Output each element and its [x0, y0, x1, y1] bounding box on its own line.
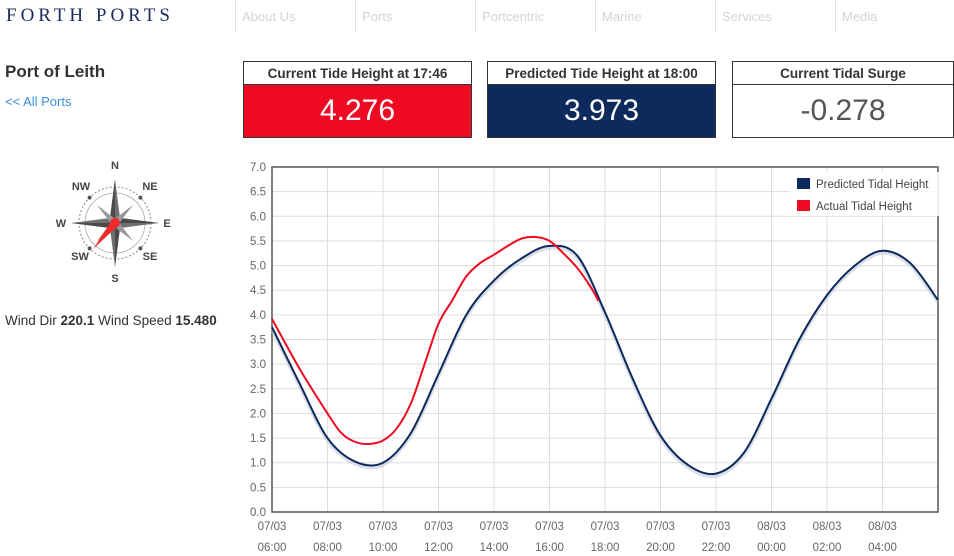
x-tick-date: 07/03 — [369, 521, 398, 533]
main-nav: About Us Ports Portcentric Marine Servic… — [235, 0, 954, 32]
x-tick-date: 07/03 — [424, 521, 453, 533]
tidal-surge-label: Current Tidal Surge — [733, 62, 953, 85]
compass-dot-nw — [87, 195, 92, 200]
y-tick-label: 2.0 — [250, 408, 266, 420]
x-tick-time: 02:00 — [813, 542, 842, 554]
x-tick-time: 22:00 — [702, 542, 731, 554]
x-tick-date: 08/03 — [868, 521, 897, 533]
all-ports-link[interactable]: << All Ports — [5, 94, 72, 109]
wind-speed-value: 15.480 — [175, 313, 217, 328]
compass-rose-shade-s — [115, 223, 120, 267]
nav-about-us[interactable]: About Us — [235, 0, 355, 32]
y-tick-label: 1.0 — [250, 458, 266, 470]
tidal-surge-box: Current Tidal Surge -0.278 — [732, 61, 954, 138]
compass-dot-ne — [138, 195, 143, 200]
current-tide-label: Current Tide Height at 17:46 — [244, 62, 471, 85]
x-tick-date: 07/03 — [646, 521, 675, 533]
x-tick-date: 07/03 — [702, 521, 731, 533]
wind-arrow-hub — [110, 218, 120, 228]
y-tick-label: 5.0 — [250, 261, 266, 273]
y-tick-label: 6.5 — [250, 187, 266, 199]
wind-direction-arrow — [93, 218, 120, 250]
wind-dir-value: 220.1 — [60, 313, 95, 328]
predicted-tide-value: 3.973 — [488, 85, 715, 137]
compass-label-s: S — [111, 273, 118, 285]
x-tick-time: 08:00 — [313, 542, 342, 554]
y-tick-label: 3.0 — [250, 359, 266, 371]
chart-legend[interactable]: Predicted Tidal Height Actual Tidal Heig… — [789, 172, 939, 216]
y-tick-label: 4.0 — [250, 310, 266, 322]
chart-x-axis: 07/03 06:00 07/03 08:00 07/03 10:00 07/03 12:00… — [258, 521, 897, 554]
y-tick-label: 0.0 — [250, 507, 266, 519]
compass-dot-se — [138, 246, 143, 251]
compass-label-sw: SW — [71, 251, 89, 263]
x-tick-time: 14:00 — [480, 542, 509, 554]
x-tick-time: 10:00 — [369, 542, 398, 554]
series-actual-line — [271, 235, 600, 446]
compass-label-n: N — [111, 160, 119, 172]
nav-services[interactable]: Services — [715, 0, 835, 32]
x-tick-date: 07/03 — [535, 521, 564, 533]
legend-label-predicted: Predicted Tidal Height — [816, 179, 929, 191]
chart-series — [270, 235, 940, 479]
y-tick-label: 6.0 — [250, 211, 266, 223]
page-title: Port of Leith — [5, 62, 106, 81]
wind-compass: N NE E SE S SW W NW — [56, 160, 171, 285]
compass-label-w: W — [56, 218, 67, 230]
nav-media[interactable]: Media — [835, 0, 954, 32]
y-tick-label: 2.5 — [250, 384, 266, 396]
compass-rose-shade-n — [110, 179, 115, 223]
chart-grid — [271, 166, 939, 513]
compass-label-ne: NE — [142, 181, 157, 193]
y-tick-label: 7.0 — [250, 162, 266, 174]
chart-y-axis: 0.0 0.5 1.0 1.5 2.0 2.5 3.0 3.5 4.0 4.5 5.0 5.5 6.0 6… — [250, 162, 266, 519]
predicted-tide-label: Predicted Tide Height at 18:00 — [488, 62, 715, 85]
legend-swatch-actual — [797, 200, 810, 211]
y-tick-label: 5.5 — [250, 236, 266, 248]
tide-chart: 0.0 0.5 1.0 1.5 2.0 2.5 3.0 3.5 4.0 4.5 5.0 5.5 6.0 6… — [250, 162, 940, 554]
x-tick-time: 18:00 — [591, 542, 620, 554]
x-tick-date: 07/03 — [591, 521, 620, 533]
x-tick-time: 12:00 — [424, 542, 453, 554]
x-tick-date: 08/03 — [757, 521, 786, 533]
current-tide-box: Current Tide Height at 17:46 4.276 — [243, 61, 472, 138]
nav-ports[interactable]: Ports — [355, 0, 475, 32]
x-tick-date: 07/03 — [480, 521, 509, 533]
legend-label-actual: Actual Tidal Height — [816, 201, 913, 213]
legend-swatch-predicted — [797, 178, 810, 189]
predicted-tide-box: Predicted Tide Height at 18:00 3.973 — [487, 61, 716, 138]
forth-ports-logo[interactable]: FORTH PORTS — [6, 5, 174, 26]
x-tick-date: 07/03 — [313, 521, 342, 533]
x-tick-date: 07/03 — [258, 521, 287, 533]
x-tick-time: 00:00 — [757, 542, 786, 554]
wind-dir-label: Wind Dir — [5, 313, 57, 328]
series-predicted-line — [271, 244, 939, 476]
legend-background — [789, 172, 939, 216]
x-tick-time: 20:00 — [646, 542, 675, 554]
x-tick-time: 06:00 — [258, 542, 287, 554]
y-tick-label: 3.5 — [250, 335, 266, 347]
compass-label-se: SE — [143, 251, 158, 263]
y-tick-label: 0.5 — [250, 482, 266, 494]
y-tick-label: 4.5 — [250, 285, 266, 297]
wind-speed-label: Wind Speed — [98, 313, 172, 328]
x-tick-time: 04:00 — [868, 542, 897, 554]
x-tick-date: 08/03 — [813, 521, 842, 533]
nav-portcentric[interactable]: Portcentric — [475, 0, 595, 32]
compass-rose-shade-e — [115, 218, 159, 223]
compass-dot-sw — [87, 246, 92, 251]
compass-rose-shade-w — [71, 223, 115, 228]
y-tick-label: 1.5 — [250, 433, 266, 445]
wind-readout: Wind Dir 220.1 Wind Speed 15.480 — [5, 313, 217, 328]
tidal-surge-value: -0.278 — [733, 85, 953, 137]
nav-marine[interactable]: Marine — [595, 0, 715, 32]
compass-label-nw: NW — [72, 181, 91, 193]
x-tick-time: 16:00 — [535, 542, 564, 554]
plot-border — [271, 166, 939, 513]
current-tide-value: 4.276 — [244, 85, 471, 137]
compass-label-e: E — [163, 218, 170, 230]
